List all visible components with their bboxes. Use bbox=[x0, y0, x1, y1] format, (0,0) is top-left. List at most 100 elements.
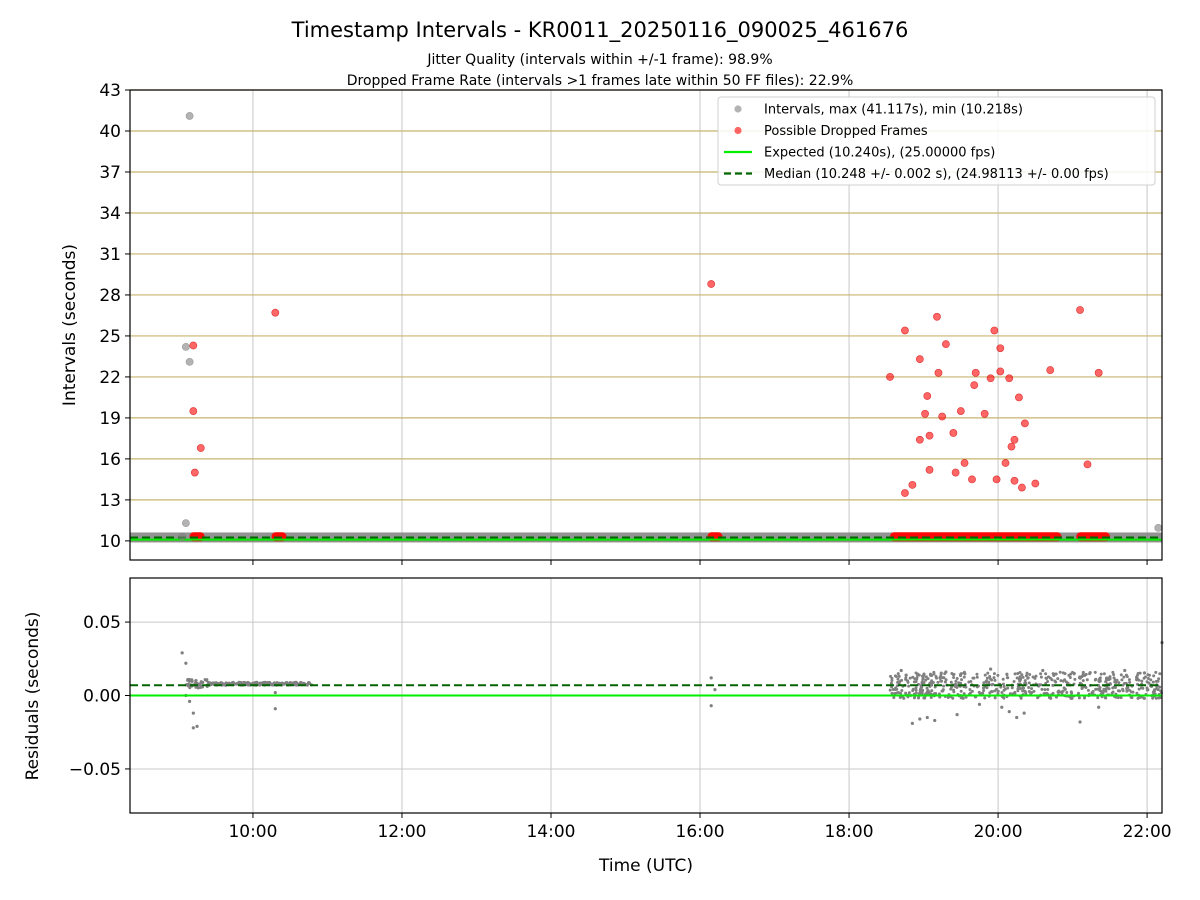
residual-point bbox=[1125, 687, 1129, 691]
residual-point bbox=[1154, 696, 1158, 700]
residual-point bbox=[713, 688, 717, 692]
residual-point bbox=[996, 691, 1000, 695]
residual-point bbox=[922, 681, 926, 685]
residual-point bbox=[1046, 687, 1050, 691]
dropped-frame-point bbox=[968, 475, 976, 484]
residual-point bbox=[1015, 676, 1019, 680]
residual-point bbox=[1093, 670, 1097, 674]
residual-point bbox=[989, 667, 993, 671]
x-axis-label: Time (UTC) bbox=[598, 856, 693, 876]
residual-point bbox=[1051, 683, 1055, 687]
residual-point bbox=[1085, 678, 1089, 682]
interval-point bbox=[1154, 523, 1163, 532]
residual-point bbox=[936, 680, 940, 684]
residual-point bbox=[1104, 680, 1108, 684]
residual-point bbox=[982, 688, 986, 692]
residual-point bbox=[1086, 688, 1090, 692]
dropped-frame-point bbox=[901, 489, 909, 497]
dropped-frame-point bbox=[886, 373, 894, 381]
dropped-frame-point bbox=[1005, 374, 1014, 383]
residual-point bbox=[1154, 670, 1158, 674]
residual-point bbox=[1078, 681, 1082, 685]
residual-point bbox=[888, 688, 892, 692]
bottom-y-tick-label: 0.05 bbox=[83, 613, 121, 633]
residual-point bbox=[969, 680, 973, 684]
residual-point bbox=[951, 673, 955, 677]
residual-point bbox=[1135, 691, 1139, 695]
dropped-frame-point bbox=[1020, 419, 1029, 428]
residual-point bbox=[989, 677, 993, 681]
residual-point bbox=[214, 681, 218, 685]
residual-point bbox=[1099, 672, 1103, 676]
residual-point bbox=[1039, 675, 1043, 679]
residual-point bbox=[933, 718, 937, 723]
residual-point bbox=[1129, 690, 1133, 694]
residual-point bbox=[1051, 691, 1055, 695]
residual-point bbox=[270, 683, 274, 687]
residual-point bbox=[273, 690, 277, 695]
legend-entry-label: Possible Dropped Frames bbox=[764, 124, 928, 139]
residual-point bbox=[1121, 687, 1125, 691]
residual-point bbox=[235, 682, 239, 686]
residual-point bbox=[1054, 680, 1058, 684]
residual-point bbox=[939, 679, 943, 683]
residual-point bbox=[983, 696, 987, 700]
residual-point bbox=[1106, 677, 1110, 681]
residual-point bbox=[940, 689, 944, 693]
residual-point bbox=[1064, 680, 1068, 684]
chart-subtitle-dropped: Dropped Frame Rate (intervals >1 frames … bbox=[347, 73, 854, 89]
residual-point bbox=[1145, 688, 1149, 692]
residual-point bbox=[1097, 677, 1101, 681]
legend-box bbox=[717, 96, 1156, 186]
residual-point bbox=[1077, 696, 1081, 700]
residual-point bbox=[1025, 671, 1029, 675]
residuals-panel: −0.05 0.00 0.05 10:00 12:00 14:00 16:00 18:00 20… bbox=[69, 577, 1172, 842]
residual-point bbox=[990, 690, 994, 694]
residual-point bbox=[893, 691, 897, 695]
residual-point bbox=[211, 681, 215, 685]
residual-point bbox=[1135, 678, 1139, 682]
residual-point bbox=[1026, 676, 1030, 680]
residual-point bbox=[894, 674, 898, 678]
residual-point bbox=[896, 672, 900, 676]
residual-point bbox=[932, 672, 936, 676]
residual-point bbox=[910, 721, 914, 726]
residual-point bbox=[996, 673, 1000, 677]
dropped-frame-point bbox=[1076, 306, 1084, 314]
dropped-frame-point bbox=[1046, 366, 1055, 374]
residual-point bbox=[907, 691, 911, 695]
residual-point bbox=[977, 702, 982, 706]
residual-point bbox=[1140, 679, 1144, 683]
residual-point bbox=[251, 681, 255, 685]
residual-point bbox=[1063, 678, 1067, 682]
dropped-frame-point bbox=[915, 355, 924, 364]
residual-point bbox=[294, 680, 298, 684]
residual-point bbox=[981, 691, 985, 695]
residual-point bbox=[913, 677, 917, 681]
x-tick-label: 18:00 bbox=[825, 822, 874, 842]
residual-point bbox=[999, 685, 1003, 689]
residual-point bbox=[904, 676, 908, 680]
residual-point bbox=[983, 673, 987, 677]
residual-point bbox=[1117, 681, 1121, 685]
residual-point bbox=[1073, 677, 1077, 681]
residual-point bbox=[961, 696, 965, 700]
residual-point bbox=[199, 680, 203, 684]
residual-point bbox=[1128, 680, 1132, 684]
residual-point bbox=[1114, 686, 1118, 690]
interval-point bbox=[185, 357, 194, 366]
residual-point bbox=[1056, 677, 1060, 681]
residual-point bbox=[993, 689, 997, 693]
residual-point bbox=[904, 673, 908, 677]
residual-point bbox=[944, 670, 948, 674]
residual-point bbox=[944, 678, 948, 682]
top-y-tick-label: 10 bbox=[99, 532, 121, 552]
residual-point bbox=[1000, 705, 1004, 709]
legend-entry-label: Median (10.248 +/- 0.002 s), (24.98113 +… bbox=[764, 167, 1109, 182]
residual-point bbox=[949, 685, 953, 689]
residual-point bbox=[953, 682, 957, 686]
residual-point bbox=[954, 679, 958, 683]
residual-point bbox=[992, 672, 996, 676]
top-y-tick-label: 40 bbox=[99, 122, 121, 142]
residual-point bbox=[1104, 687, 1108, 691]
